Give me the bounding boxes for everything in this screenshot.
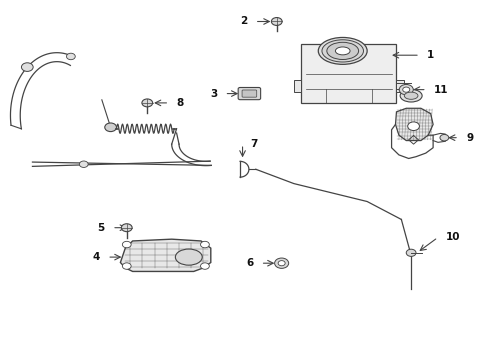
- Circle shape: [271, 18, 282, 26]
- Text: 1: 1: [427, 50, 435, 60]
- Circle shape: [278, 261, 285, 266]
- Polygon shape: [121, 239, 211, 271]
- Text: 8: 8: [176, 98, 184, 108]
- Text: 4: 4: [93, 252, 100, 262]
- Circle shape: [79, 161, 88, 167]
- Circle shape: [408, 122, 419, 131]
- Circle shape: [122, 241, 131, 248]
- Text: 11: 11: [434, 85, 448, 95]
- Text: 3: 3: [210, 89, 217, 99]
- Circle shape: [403, 87, 410, 92]
- Circle shape: [440, 134, 449, 141]
- Circle shape: [67, 53, 75, 60]
- Circle shape: [22, 63, 33, 71]
- Text: 2: 2: [240, 17, 247, 27]
- Text: 9: 9: [466, 133, 473, 143]
- Ellipse shape: [404, 92, 418, 99]
- Circle shape: [399, 85, 413, 95]
- Ellipse shape: [322, 40, 364, 62]
- FancyBboxPatch shape: [238, 87, 261, 100]
- Ellipse shape: [318, 37, 367, 64]
- Circle shape: [200, 263, 209, 269]
- Ellipse shape: [327, 42, 359, 59]
- Ellipse shape: [335, 47, 350, 55]
- Polygon shape: [395, 108, 433, 140]
- Circle shape: [406, 249, 416, 256]
- Bar: [301, 44, 396, 103]
- Ellipse shape: [400, 89, 422, 102]
- Text: 5: 5: [98, 223, 105, 233]
- Text: 10: 10: [445, 232, 460, 242]
- Text: 7: 7: [250, 139, 257, 149]
- Circle shape: [105, 123, 117, 132]
- Circle shape: [122, 224, 132, 231]
- Circle shape: [200, 241, 209, 248]
- Bar: [396, 80, 404, 92]
- Text: 6: 6: [246, 258, 253, 268]
- Ellipse shape: [175, 249, 202, 265]
- FancyBboxPatch shape: [242, 90, 257, 97]
- Bar: [294, 80, 301, 92]
- Circle shape: [142, 99, 153, 107]
- Circle shape: [122, 263, 131, 269]
- Circle shape: [274, 258, 289, 268]
